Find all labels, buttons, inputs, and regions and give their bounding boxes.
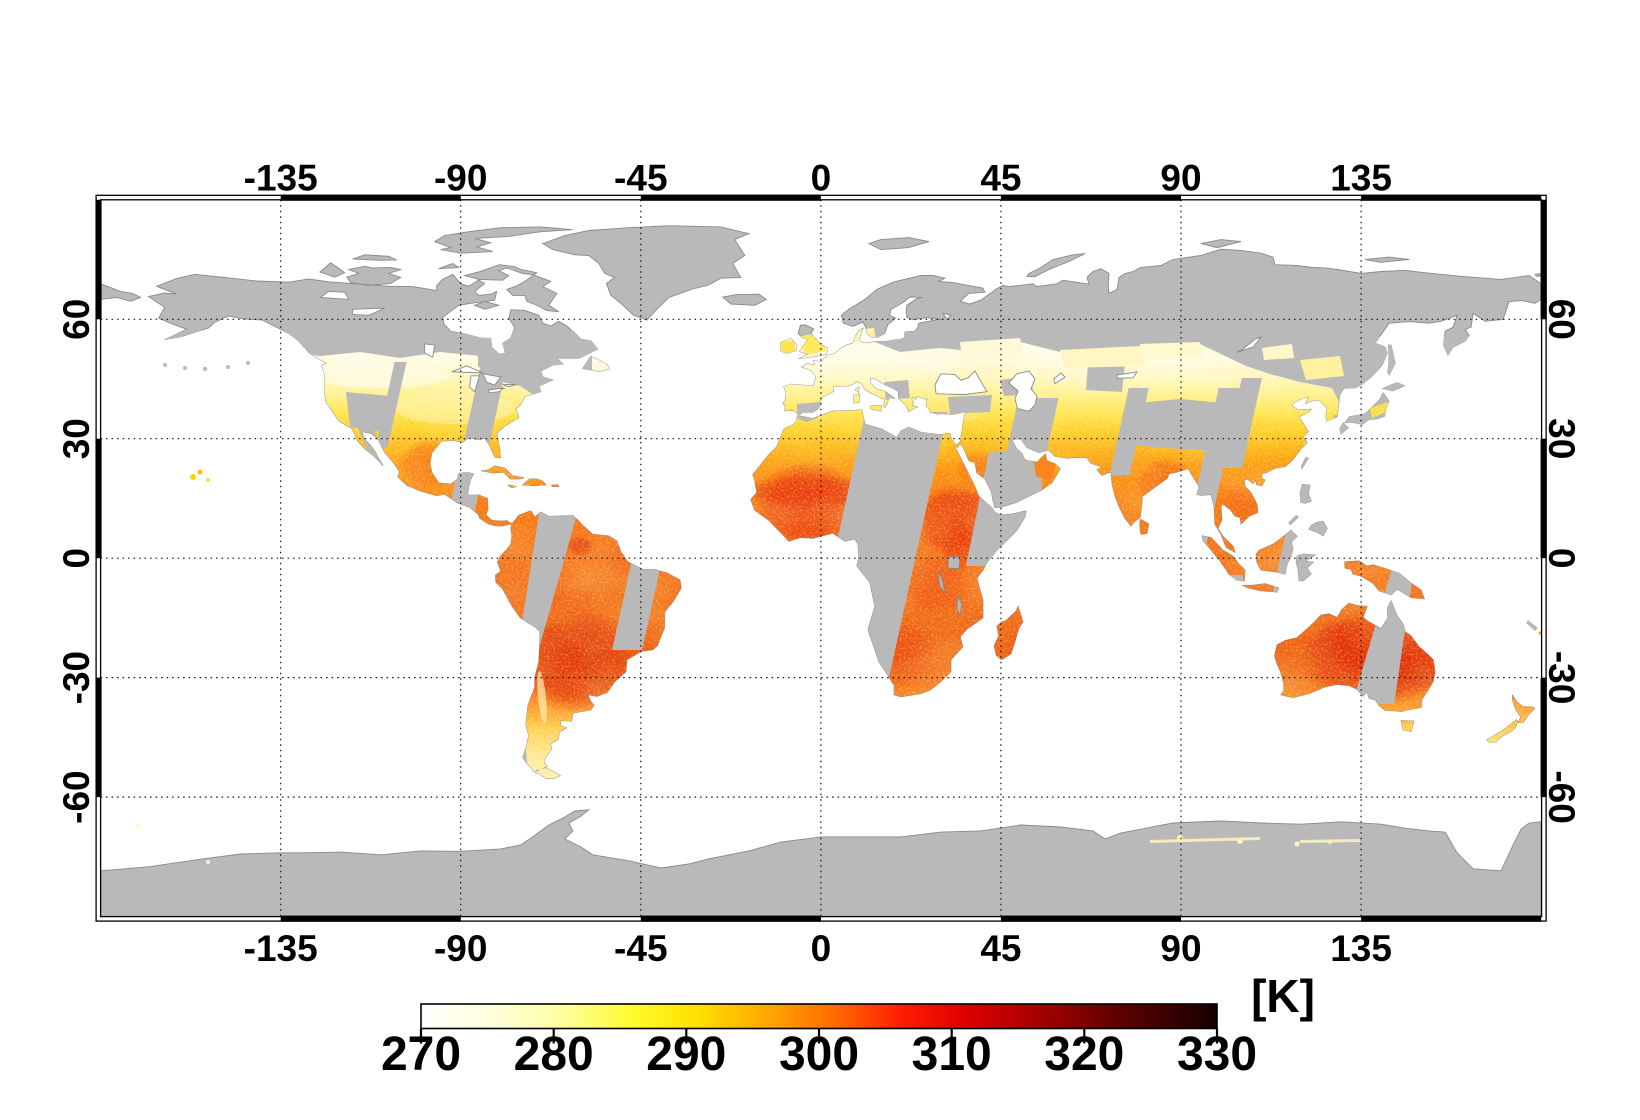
svg-text:0: 0 <box>811 928 832 969</box>
svg-text:-90: -90 <box>434 928 487 969</box>
svg-text:30: 30 <box>56 418 97 459</box>
svg-text:300: 300 <box>779 1028 859 1081</box>
svg-text:-90: -90 <box>434 158 487 199</box>
svg-text:45: 45 <box>980 158 1021 199</box>
svg-text:-30: -30 <box>1541 651 1582 704</box>
svg-text:-45: -45 <box>614 158 667 199</box>
svg-text:60: 60 <box>1541 299 1582 340</box>
svg-text:30: 30 <box>1541 418 1582 459</box>
svg-text:[K]: [K] <box>1251 970 1315 1022</box>
svg-text:90: 90 <box>1160 158 1201 199</box>
svg-text:-135: -135 <box>244 928 318 969</box>
svg-text:280: 280 <box>514 1028 594 1081</box>
svg-text:0: 0 <box>811 158 832 199</box>
svg-text:290: 290 <box>646 1028 726 1081</box>
svg-text:-30: -30 <box>56 651 97 704</box>
svg-text:330: 330 <box>1177 1028 1257 1081</box>
svg-text:135: 135 <box>1330 158 1392 199</box>
svg-text:-135: -135 <box>244 158 318 199</box>
svg-text:310: 310 <box>912 1028 992 1081</box>
svg-text:-60: -60 <box>1541 770 1582 823</box>
svg-text:270: 270 <box>381 1028 461 1081</box>
svg-text:135: 135 <box>1330 928 1392 969</box>
svg-text:60: 60 <box>56 299 97 340</box>
svg-text:320: 320 <box>1044 1028 1124 1081</box>
svg-text:-45: -45 <box>614 928 667 969</box>
svg-text:0: 0 <box>56 548 97 569</box>
svg-text:-60: -60 <box>56 770 97 823</box>
svg-text:90: 90 <box>1160 928 1201 969</box>
svg-text:0: 0 <box>1541 548 1582 569</box>
svg-text:45: 45 <box>980 928 1021 969</box>
